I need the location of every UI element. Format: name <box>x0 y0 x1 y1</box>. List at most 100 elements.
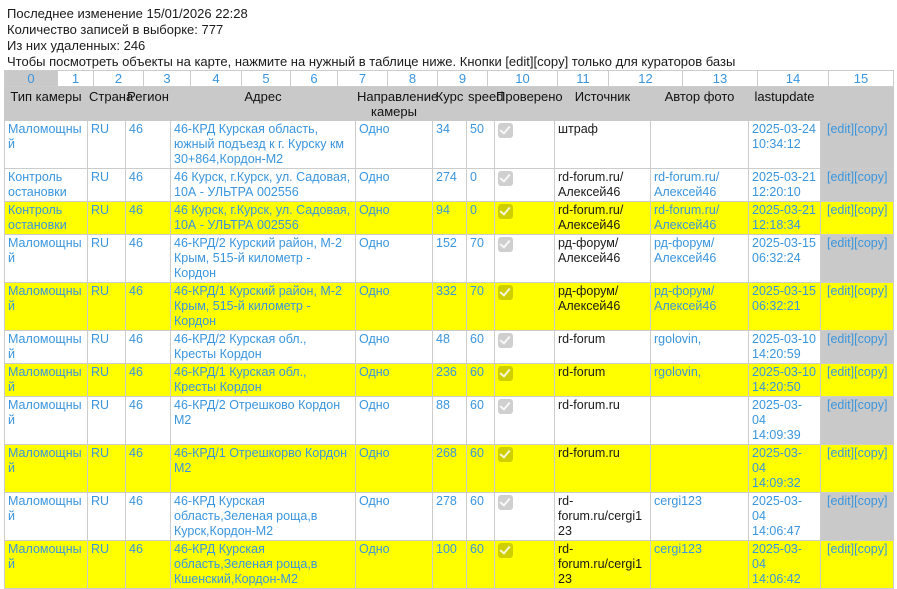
country-link[interactable]: RU <box>91 122 110 136</box>
country-link[interactable]: RU <box>91 203 110 217</box>
address-link[interactable]: 46-КРД/2 Отрешково Кордон М2 <box>174 398 341 427</box>
country-link[interactable]: RU <box>91 446 110 460</box>
copy-link[interactable]: [copy] <box>854 494 888 508</box>
camera-type-link[interactable]: Маломощный <box>8 494 82 523</box>
speed-link[interactable]: 60 <box>470 494 484 508</box>
direction-link[interactable]: Одно <box>359 284 390 298</box>
column-index-link-11[interactable]: 11 <box>576 71 590 86</box>
region-link[interactable]: 46 <box>129 284 143 298</box>
direction-link[interactable]: Одно <box>359 446 390 460</box>
camera-type-link[interactable]: Маломощный <box>8 365 82 394</box>
column-index-link-7[interactable]: 7 <box>358 71 367 86</box>
course-link[interactable]: 268 <box>436 446 457 460</box>
column-index-cell-15[interactable]: 15 <box>829 70 894 87</box>
photo-author-link[interactable]: cergi123 <box>654 494 702 508</box>
camera-type-link[interactable]: Маломощный <box>8 398 82 427</box>
column-index-link-14[interactable]: 14 <box>785 71 801 86</box>
edit-link[interactable]: [edit] <box>827 365 855 379</box>
country-link[interactable]: RU <box>91 365 110 379</box>
edit-link[interactable]: [edit] <box>827 236 855 250</box>
copy-link[interactable]: [copy] <box>854 203 888 217</box>
speed-link[interactable]: 60 <box>470 332 484 346</box>
lastupdate-link[interactable]: 2025-03-10 14:20:59 <box>752 332 816 361</box>
column-index-link-6[interactable]: 6 <box>310 71 318 86</box>
edit-link[interactable]: [edit] <box>827 494 855 508</box>
camera-type-link[interactable]: Контроль остановки <box>8 203 67 232</box>
column-index-cell-12[interactable]: 12 <box>609 70 683 87</box>
photo-author-link[interactable]: rd-forum.ru/ Алексей46 <box>654 170 720 199</box>
course-link[interactable]: 94 <box>436 203 450 217</box>
lastupdate-link[interactable]: 2025-03- 04 14:09:32 <box>752 446 803 490</box>
region-link[interactable]: 46 <box>129 365 143 379</box>
column-index-link-8[interactable]: 8 <box>408 71 417 86</box>
edit-link[interactable]: [edit] <box>827 542 855 556</box>
lastupdate-link[interactable]: 2025-03- 04 14:09:39 <box>752 398 803 442</box>
speed-link[interactable]: 0 <box>470 170 477 184</box>
speed-link[interactable]: 70 <box>470 284 484 298</box>
address-link[interactable]: 46-КРД Курская область, южный подъезд к … <box>174 122 345 166</box>
course-link[interactable]: 236 <box>436 365 457 379</box>
direction-link[interactable]: Одно <box>359 365 390 379</box>
direction-link[interactable]: Одно <box>359 494 390 508</box>
copy-link[interactable]: [copy] <box>854 398 888 412</box>
camera-type-link[interactable]: Контроль остановки <box>8 170 67 199</box>
copy-link[interactable]: [copy] <box>854 365 888 379</box>
direction-link[interactable]: Одно <box>359 398 390 412</box>
column-index-link-1[interactable]: 1 <box>71 71 80 86</box>
copy-link[interactable]: [copy] <box>854 236 888 250</box>
address-link[interactable]: 46-КРД/1 Отрешкорво Кордон М2 <box>174 446 348 475</box>
speed-link[interactable]: 60 <box>470 446 484 460</box>
speed-link[interactable]: 60 <box>470 398 484 412</box>
country-link[interactable]: RU <box>91 332 110 346</box>
photo-author-link[interactable]: rd-forum.ru/ Алексей46 <box>654 203 720 232</box>
camera-type-link[interactable]: Маломощный <box>8 542 82 571</box>
region-link[interactable]: 46 <box>129 542 143 556</box>
column-index-cell-10[interactable]: 10 <box>488 70 558 87</box>
country-link[interactable]: RU <box>91 170 110 184</box>
speed-link[interactable]: 60 <box>470 542 484 556</box>
country-link[interactable]: RU <box>91 398 110 412</box>
column-index-link-2[interactable]: 2 <box>114 71 123 86</box>
column-index-link-4[interactable]: 4 <box>212 71 220 86</box>
edit-link[interactable]: [edit] <box>827 203 855 217</box>
camera-type-link[interactable]: Маломощный <box>8 122 82 151</box>
speed-link[interactable]: 50 <box>470 122 484 136</box>
column-index-cell-3[interactable]: 3 <box>144 70 191 87</box>
course-link[interactable]: 278 <box>436 494 457 508</box>
photo-author-link[interactable]: cergi123 <box>654 542 702 556</box>
direction-link[interactable]: Одно <box>359 122 390 136</box>
column-index-cell-2[interactable]: 2 <box>94 70 144 87</box>
address-link[interactable]: 46-КРД/2 Курская обл., Кресты Кордон <box>174 332 307 361</box>
course-link[interactable]: 88 <box>436 398 450 412</box>
address-link[interactable]: 46-КРД/2 Курский район, М-2 Крым, 515-й … <box>174 236 342 280</box>
column-index-link-15[interactable]: 15 <box>853 71 869 86</box>
course-link[interactable]: 332 <box>436 284 457 298</box>
lastupdate-link[interactable]: 2025-03- 04 14:06:47 <box>752 494 803 538</box>
copy-link[interactable]: [copy] <box>854 122 888 136</box>
direction-link[interactable]: Одно <box>359 236 390 250</box>
photo-author-link[interactable]: rgolovin, <box>654 365 702 379</box>
column-index-cell-9[interactable]: 9 <box>438 70 488 87</box>
camera-type-link[interactable]: Маломощный <box>8 332 82 361</box>
column-index-cell-6[interactable]: 6 <box>291 70 338 87</box>
country-link[interactable]: RU <box>91 542 110 556</box>
address-link[interactable]: 46-КРД Курская область,Зеленая роща,в Ку… <box>174 494 318 538</box>
region-link[interactable]: 46 <box>129 236 143 250</box>
address-link[interactable]: 46-КРД Курская область,Зеленая роща,в Кш… <box>174 542 318 586</box>
speed-link[interactable]: 60 <box>470 365 484 379</box>
address-link[interactable]: 46 Курск, г.Курск, ул. Садовая, 10А - УЛ… <box>174 170 351 199</box>
direction-link[interactable]: Одно <box>359 332 390 346</box>
lastupdate-link[interactable]: 2025-03-24 10:34:12 <box>752 122 816 151</box>
column-index-link-3[interactable]: 3 <box>163 71 171 86</box>
country-link[interactable]: RU <box>91 494 110 508</box>
region-link[interactable]: 46 <box>129 203 143 217</box>
speed-link[interactable]: 0 <box>470 203 477 217</box>
column-index-link-0[interactable]: 0 <box>27 71 35 86</box>
lastupdate-link[interactable]: 2025-03-21 12:20:10 <box>752 170 816 199</box>
photo-author-link[interactable]: rgolovin, <box>654 332 702 346</box>
copy-link[interactable]: [copy] <box>854 446 888 460</box>
lastupdate-link[interactable]: 2025-03-15 06:32:24 <box>752 236 816 265</box>
column-index-cell-14[interactable]: 14 <box>758 70 829 87</box>
column-index-cell-1[interactable]: 1 <box>58 70 94 87</box>
lastupdate-link[interactable]: 2025-03-15 06:32:21 <box>752 284 816 313</box>
